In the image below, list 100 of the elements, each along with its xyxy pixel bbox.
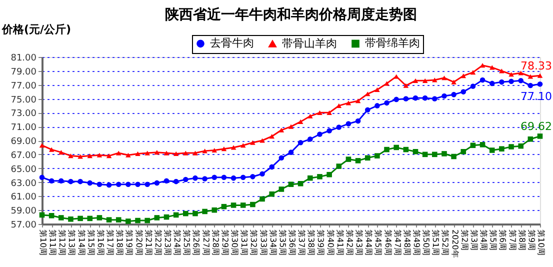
point <box>39 143 45 148</box>
point <box>48 213 54 218</box>
point <box>384 81 390 86</box>
point <box>537 81 543 87</box>
point <box>355 158 361 164</box>
point <box>326 110 332 115</box>
y-tick-label: 75.00 <box>10 95 37 106</box>
point <box>202 148 208 154</box>
point <box>298 140 304 146</box>
point <box>221 146 227 152</box>
point <box>183 176 188 182</box>
x-tick-label: 第20周 <box>134 230 144 256</box>
x-tick-label: 第10周 <box>38 230 48 256</box>
point <box>68 154 74 158</box>
point <box>317 174 322 180</box>
point <box>96 152 102 158</box>
chart-title: 陕西省近一年牛肉和羊肉价格周度走势图 <box>165 6 417 23</box>
point <box>394 144 399 150</box>
x-tick-label: 第51周 <box>431 230 440 256</box>
point <box>442 76 447 80</box>
y-tick-label: 71.00 <box>10 123 37 134</box>
point <box>240 202 246 208</box>
x-tick-label: 第21周 <box>144 230 153 256</box>
point <box>68 178 74 184</box>
point <box>460 89 466 94</box>
point <box>154 215 160 220</box>
point <box>250 174 256 180</box>
x-tick-label: 第15周 <box>86 230 96 256</box>
y-tick-label: 57.00 <box>10 220 37 230</box>
point <box>106 217 112 222</box>
x-tick-label: 第8周 <box>517 230 526 251</box>
point <box>278 186 284 192</box>
point <box>317 110 322 115</box>
x-tick-label: 第10周 <box>536 230 546 256</box>
point <box>308 114 313 118</box>
x-tick-label: 第22周 <box>153 230 162 256</box>
point <box>508 72 514 77</box>
x-tick-label: 第46周 <box>383 230 392 256</box>
point <box>154 180 160 186</box>
point <box>422 95 428 101</box>
point <box>269 164 274 170</box>
point <box>364 155 370 161</box>
x-tick-label: 第49周 <box>412 230 421 256</box>
point <box>346 156 352 162</box>
point <box>221 174 227 180</box>
point <box>451 92 456 98</box>
legend-label: 带骨绵羊肉 <box>365 36 420 50</box>
point <box>173 178 179 184</box>
data-label: 78.33 <box>520 60 552 73</box>
point <box>403 83 409 88</box>
point <box>269 191 274 197</box>
point <box>116 217 122 222</box>
point <box>192 150 198 156</box>
x-tick-label: 第42周 <box>344 230 354 256</box>
point <box>364 107 370 113</box>
x-tick-label: 第35周 <box>278 230 287 256</box>
point <box>260 171 265 177</box>
point <box>106 182 112 188</box>
point <box>260 138 265 143</box>
point <box>499 68 504 74</box>
x-tick-label: 第6周 <box>498 230 508 251</box>
point <box>480 63 486 68</box>
x-tick-label: 第47周 <box>392 230 402 256</box>
point <box>432 78 438 82</box>
point <box>183 210 188 216</box>
point <box>96 215 102 220</box>
point <box>326 128 332 134</box>
point <box>58 150 64 155</box>
point <box>518 78 524 84</box>
y-tick-label: 67.00 <box>10 150 37 161</box>
point <box>250 140 256 145</box>
point <box>192 175 198 181</box>
point <box>470 84 476 89</box>
point <box>470 70 476 75</box>
point <box>144 218 150 224</box>
point <box>192 210 198 216</box>
x-tick-label: 第28周 <box>210 230 220 256</box>
point <box>422 78 428 83</box>
point <box>460 148 466 154</box>
point <box>308 175 313 181</box>
x-tick-label: 2020年 <box>450 230 460 258</box>
point <box>278 128 284 132</box>
point <box>96 182 102 187</box>
point <box>374 103 380 108</box>
point <box>58 215 64 220</box>
point <box>442 93 447 99</box>
x-tick-label: 第25周 <box>182 230 192 256</box>
x-tick-label: 第50周 <box>422 230 431 256</box>
x-tick-label: 第41周 <box>335 230 344 256</box>
x-tick-label: 第30周 <box>230 230 240 256</box>
point <box>412 95 418 101</box>
point <box>346 121 352 126</box>
point <box>489 80 495 86</box>
x-tick-label: 第5周 <box>488 230 498 251</box>
point <box>489 65 495 70</box>
point <box>230 145 236 150</box>
point <box>39 174 45 180</box>
point <box>230 175 236 181</box>
point <box>355 118 361 124</box>
y-tick-label: 61.00 <box>10 192 37 203</box>
